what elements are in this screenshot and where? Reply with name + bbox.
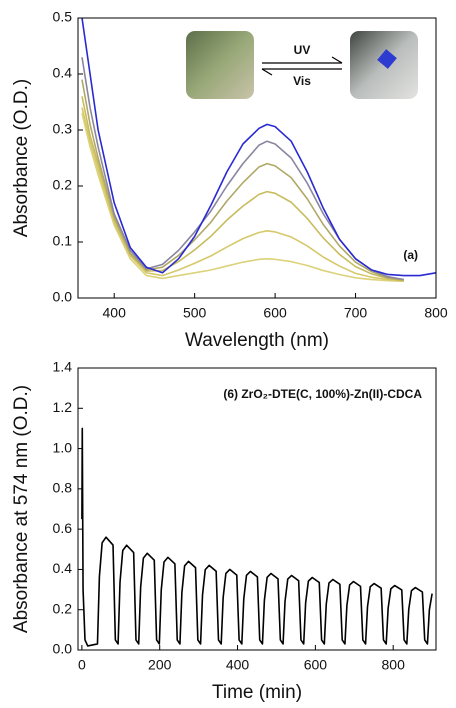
x-tick-label: 600 bbox=[263, 305, 287, 321]
inset-sample bbox=[377, 49, 397, 69]
y-tick-label: 1.2 bbox=[53, 399, 73, 415]
y-tick-label: 0.0 bbox=[53, 289, 73, 305]
x-tick-label: 400 bbox=[226, 657, 250, 673]
x-tick-label: 700 bbox=[344, 305, 368, 321]
inset-photo bbox=[186, 31, 254, 99]
y-axis-label: Absorbance at 574 nm (O.D.) bbox=[11, 385, 32, 633]
x-tick-label: 400 bbox=[103, 305, 127, 321]
inset-label: Vis bbox=[293, 74, 311, 88]
y-tick-label: 0.8 bbox=[53, 480, 73, 496]
inset-label: UV bbox=[294, 43, 311, 57]
y-tick-label: 0.4 bbox=[53, 65, 73, 81]
y-tick-label: 0.3 bbox=[53, 121, 73, 137]
x-tick-label: 800 bbox=[382, 657, 406, 673]
y-tick-label: 1.0 bbox=[53, 439, 73, 455]
x-tick-label: 200 bbox=[148, 657, 172, 673]
y-axis-label: Absorbance (O.D.) bbox=[11, 79, 32, 237]
arrow-head bbox=[261, 68, 273, 76]
data-line bbox=[81, 79, 404, 281]
data-line bbox=[81, 113, 404, 282]
data-line bbox=[81, 427, 433, 647]
plot-frame bbox=[77, 367, 437, 651]
x-tick-label: 800 bbox=[424, 305, 448, 321]
x-tick-label: 600 bbox=[304, 657, 328, 673]
data-line bbox=[81, 17, 437, 277]
annotation: (6) ZrO₂-DTE(C, 100%)-Zn(II)-CDCA bbox=[223, 387, 422, 401]
x-axis-label: Wavelength (nm) bbox=[185, 330, 329, 351]
y-tick-label: 0.1 bbox=[53, 233, 73, 249]
y-tick-label: 0.5 bbox=[53, 9, 73, 25]
y-tick-label: 0.0 bbox=[53, 641, 73, 657]
x-tick-label: 0 bbox=[78, 657, 86, 673]
x-tick-label: 500 bbox=[183, 305, 207, 321]
y-tick-label: 1.4 bbox=[53, 359, 73, 375]
arrow-head bbox=[331, 56, 343, 64]
y-tick-label: 0.4 bbox=[53, 560, 73, 576]
plot-frame bbox=[77, 17, 437, 299]
x-axis-label: Time (min) bbox=[212, 682, 302, 703]
y-tick-label: 0.2 bbox=[53, 177, 73, 193]
y-tick-label: 0.2 bbox=[53, 600, 73, 616]
y-tick-label: 0.6 bbox=[53, 520, 73, 536]
annotation: (a) bbox=[403, 248, 418, 262]
data-line bbox=[81, 107, 404, 282]
